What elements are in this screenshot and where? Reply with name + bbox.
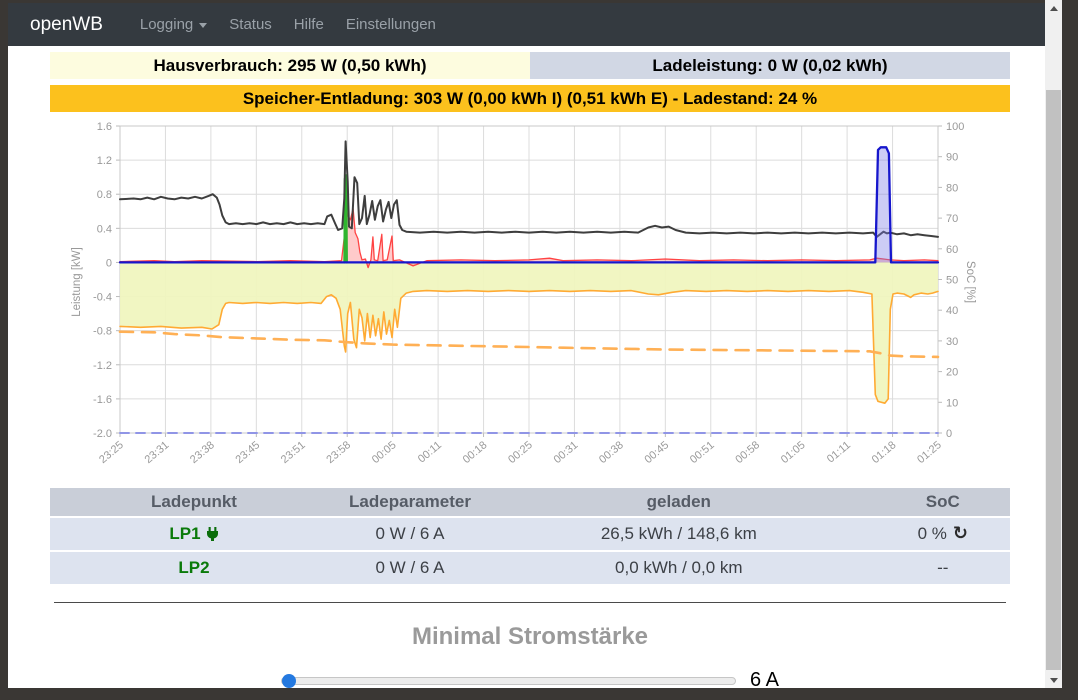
svg-text:-2.0: -2.0 bbox=[93, 428, 112, 440]
col-ladepunkt: Ladepunkt bbox=[50, 488, 338, 516]
svg-text:Leistung [kW]: Leistung [kW] bbox=[71, 247, 83, 317]
min-current-slider[interactable] bbox=[281, 673, 737, 688]
scrollbar[interactable] bbox=[1045, 0, 1062, 688]
ladeparameter-value: 0 W / 6 A bbox=[338, 518, 482, 550]
svg-text:90: 90 bbox=[946, 152, 958, 164]
svg-text:1.6: 1.6 bbox=[97, 121, 112, 133]
chargepoint-table: Ladepunkt Ladeparameter geladen SoC LP1 … bbox=[50, 486, 1010, 586]
svg-text:00:05: 00:05 bbox=[370, 439, 399, 466]
table-row: LP1 0 W / 6 A 26,5 kWh / 148,6 km 0 % ↻ bbox=[50, 518, 1010, 550]
col-soc: SoC bbox=[875, 488, 1010, 516]
nav-item-einstellungen-label: Einstellungen bbox=[345, 16, 436, 33]
soc-value: 0 % ↻ bbox=[875, 518, 1010, 550]
hausverbrauch-line bbox=[119, 140, 939, 238]
nav-item-status-label: Status bbox=[229, 16, 272, 33]
section-divider bbox=[54, 602, 1006, 603]
nav-item-status[interactable]: Status bbox=[218, 8, 283, 41]
plug-icon bbox=[206, 526, 218, 541]
ladeleistung-banner: Ladeleistung: 0 W (0,02 kWh) bbox=[530, 52, 1010, 79]
svg-text:70: 70 bbox=[946, 213, 958, 225]
page-content: Hausverbrauch: 295 W (0,50 kWh) Ladeleis… bbox=[8, 46, 1045, 688]
svg-text:00:51: 00:51 bbox=[688, 439, 717, 466]
speicher-banner-row: Speicher-Entladung: 303 W (0,00 kWh I) (… bbox=[50, 85, 1010, 112]
svg-text:80: 80 bbox=[946, 182, 958, 194]
svg-text:50: 50 bbox=[946, 275, 958, 287]
svg-text:60: 60 bbox=[946, 244, 958, 256]
svg-text:0: 0 bbox=[946, 428, 952, 440]
col-ladeparameter: Ladeparameter bbox=[338, 488, 482, 516]
navbar: openWB Logging Status Hilfe Einstellunge… bbox=[8, 3, 1045, 46]
svg-text:-1.6: -1.6 bbox=[93, 394, 112, 406]
slider-value-label: 6 A bbox=[750, 669, 779, 688]
svg-text:10: 10 bbox=[946, 397, 958, 409]
speicher-banner: Speicher-Entladung: 303 W (0,00 kWh I) (… bbox=[50, 85, 1010, 112]
svg-text:100: 100 bbox=[946, 121, 964, 133]
svg-text:00:11: 00:11 bbox=[416, 439, 444, 465]
min-current-slider-row: 6 A bbox=[50, 669, 1010, 688]
svg-text:-0.8: -0.8 bbox=[93, 326, 112, 338]
summary-banners-row: Hausverbrauch: 295 W (0,50 kWh) Ladeleis… bbox=[50, 52, 1010, 79]
scrollbar-thumb[interactable] bbox=[1046, 90, 1061, 670]
svg-text:00:45: 00:45 bbox=[642, 439, 671, 466]
svg-text:0: 0 bbox=[106, 257, 112, 269]
nav-item-logging-label: Logging bbox=[139, 16, 194, 33]
nav-item-logging[interactable]: Logging bbox=[129, 8, 218, 41]
soc-value: -- bbox=[875, 552, 1010, 584]
speicher-leistung-area bbox=[120, 262, 938, 404]
charge-table-body: LP1 0 W / 6 A 26,5 kWh / 148,6 km 0 % ↻ LP2 0… bbox=[50, 518, 1010, 584]
nav-item-hilfe-label: Hilfe bbox=[293, 16, 324, 33]
svg-text:23:58: 23:58 bbox=[324, 439, 353, 466]
svg-text:00:18: 00:18 bbox=[461, 439, 490, 466]
svg-text:00:31: 00:31 bbox=[552, 439, 581, 466]
slider-thumb[interactable] bbox=[282, 673, 297, 688]
svg-text:20: 20 bbox=[946, 367, 958, 379]
svg-text:01:25: 01:25 bbox=[915, 439, 944, 466]
table-row: LP2 0 W / 6 A 0,0 kWh / 0,0 km -- bbox=[50, 552, 1010, 584]
speicher-soc-line bbox=[118, 330, 940, 359]
chargepoint-name: LP1 bbox=[169, 524, 218, 544]
col-geladen: geladen bbox=[482, 488, 876, 516]
speicher-leistung-line bbox=[119, 289, 939, 405]
svg-text:23:31: 23:31 bbox=[143, 439, 172, 466]
ladeparameter-value: 0 W / 6 A bbox=[338, 552, 482, 584]
scroll-down-button[interactable] bbox=[1045, 672, 1062, 688]
arrow-down-icon bbox=[1049, 677, 1058, 683]
arrow-up-icon bbox=[1049, 5, 1058, 11]
nav-item-einstellungen[interactable]: Einstellungen bbox=[335, 8, 447, 41]
ladeleistung-line bbox=[118, 146, 940, 264]
svg-text:SoC [%]: SoC [%] bbox=[964, 261, 976, 303]
chargepoint-name: LP2 bbox=[178, 558, 210, 577]
caret-down-icon bbox=[199, 23, 208, 28]
svg-text:40: 40 bbox=[946, 305, 958, 317]
svg-text:1.2: 1.2 bbox=[97, 155, 112, 167]
svg-text:23:38: 23:38 bbox=[188, 439, 217, 466]
hausverbrauch-banner: Hausverbrauch: 295 W (0,50 kWh) bbox=[50, 52, 530, 79]
slider-track[interactable] bbox=[281, 676, 737, 685]
svg-text:-1.2: -1.2 bbox=[93, 360, 112, 372]
nav-item-hilfe[interactable]: Hilfe bbox=[283, 8, 335, 41]
svg-text:23:25: 23:25 bbox=[97, 439, 126, 466]
table-header-row: Ladepunkt Ladeparameter geladen SoC bbox=[50, 488, 1010, 516]
svg-text:01:05: 01:05 bbox=[779, 439, 808, 466]
svg-text:0.4: 0.4 bbox=[97, 223, 112, 235]
svg-text:0.8: 0.8 bbox=[97, 189, 112, 201]
app-brand[interactable]: openWB bbox=[30, 13, 103, 35]
svg-text:01:11: 01:11 bbox=[825, 439, 853, 465]
svg-text:00:38: 00:38 bbox=[597, 439, 626, 466]
power-chart: 23:25 23:31 23:38 23:45 23:51 23:58 00:05 00:11… bbox=[50, 114, 1010, 481]
svg-text:00:58: 00:58 bbox=[733, 439, 762, 466]
minimal-stromstaerke-title: Minimal Stromstärke bbox=[411, 623, 649, 650]
refresh-soc-icon[interactable]: ↻ bbox=[952, 523, 968, 544]
svg-text:01:18: 01:18 bbox=[870, 439, 899, 466]
svg-text:30: 30 bbox=[946, 336, 958, 348]
geladen-value: 26,5 kWh / 148,6 km bbox=[482, 518, 876, 550]
svg-text:23:45: 23:45 bbox=[233, 439, 262, 466]
svg-text:-0.4: -0.4 bbox=[93, 292, 112, 304]
svg-text:00:25: 00:25 bbox=[506, 439, 535, 466]
scroll-up-button[interactable] bbox=[1045, 0, 1062, 16]
geladen-value: 0,0 kWh / 0,0 km bbox=[482, 552, 876, 584]
svg-text:23:51: 23:51 bbox=[279, 439, 308, 466]
power-chart-svg: 23:25 23:31 23:38 23:45 23:51 23:58 00:05 00:11… bbox=[71, 121, 976, 466]
